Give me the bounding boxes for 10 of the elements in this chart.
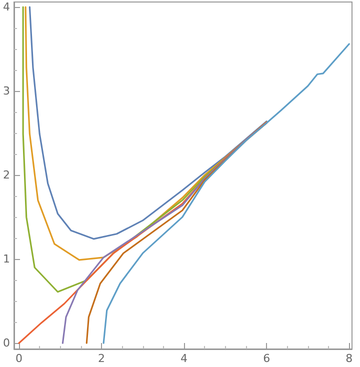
x-tick-label: 2: [98, 352, 105, 365]
x-tick-label: 4: [180, 352, 188, 365]
y-tick-label: 1: [3, 252, 10, 266]
y-tick-label: 3: [3, 84, 10, 98]
x-tick-label: 6: [263, 352, 270, 365]
y-tick-label: 4: [3, 0, 10, 14]
x-tick-label: 0: [15, 352, 22, 365]
x-tick-label: 8: [346, 352, 353, 365]
y-tick-label: 2: [3, 168, 10, 182]
y-tick-label: 0: [3, 336, 10, 350]
